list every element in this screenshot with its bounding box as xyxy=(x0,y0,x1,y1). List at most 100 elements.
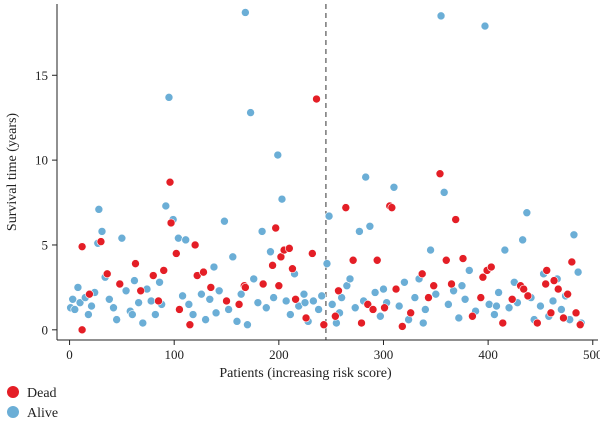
point-dead xyxy=(199,267,208,277)
point-dead xyxy=(258,279,268,289)
point-dead xyxy=(553,284,563,294)
point-dead xyxy=(476,293,486,302)
point-dead xyxy=(486,262,496,272)
legend-label-alive: Alive xyxy=(27,406,58,421)
point-dead xyxy=(567,257,577,267)
point-dead xyxy=(441,255,451,265)
point-alive xyxy=(277,194,287,204)
point-dead xyxy=(458,254,468,263)
point-alive xyxy=(400,278,409,287)
point-alive xyxy=(243,320,252,330)
point-dead xyxy=(468,311,477,321)
point-alive xyxy=(464,266,474,275)
point-alive xyxy=(94,205,104,214)
point-alive xyxy=(130,276,139,285)
point-alive xyxy=(281,296,291,306)
point-alive xyxy=(211,308,221,318)
point-dead xyxy=(175,305,184,314)
point-dead xyxy=(357,318,366,328)
point-alive xyxy=(181,235,191,245)
point-alive xyxy=(257,227,267,236)
point-alive xyxy=(87,301,96,311)
point-dead xyxy=(406,308,415,318)
point-alive xyxy=(109,303,118,313)
point-dead xyxy=(507,294,517,304)
legend-label-dead: Dead xyxy=(27,386,57,401)
point-alive xyxy=(439,188,449,197)
x-tick-label: 0 xyxy=(66,347,73,362)
point-alive xyxy=(68,294,77,304)
point-alive xyxy=(146,296,156,306)
point-alive xyxy=(188,310,198,319)
point-dead xyxy=(451,215,460,224)
point-dead xyxy=(206,283,216,292)
y-tick-label: 10 xyxy=(35,153,48,168)
point-alive xyxy=(236,289,246,299)
point-alive xyxy=(421,305,430,314)
point-alive xyxy=(209,262,219,272)
point-dead xyxy=(363,300,373,309)
point-alive xyxy=(228,252,238,262)
point-alive xyxy=(324,211,334,221)
point-alive xyxy=(286,310,295,319)
point-alive xyxy=(151,310,160,319)
point-alive xyxy=(355,227,364,236)
legend-marker-alive xyxy=(7,406,19,418)
point-alive xyxy=(75,298,85,307)
point-dead xyxy=(424,293,433,302)
y-tick-label: 5 xyxy=(42,237,49,252)
point-alive xyxy=(376,311,385,321)
point-dead xyxy=(478,272,488,282)
point-alive xyxy=(536,301,545,311)
point-alive xyxy=(117,233,127,243)
point-dead xyxy=(575,320,585,330)
point-dead xyxy=(102,269,112,279)
point-alive xyxy=(444,300,453,309)
point-dead xyxy=(291,294,300,304)
point-alive xyxy=(309,296,318,306)
point-dead xyxy=(533,318,542,328)
point-dead xyxy=(523,291,533,301)
point-dead xyxy=(546,308,556,318)
point-dead xyxy=(285,244,294,253)
point-dead xyxy=(159,266,169,275)
point-alive xyxy=(494,288,503,297)
point-dead xyxy=(348,255,358,265)
point-alive xyxy=(269,293,278,302)
point-dead xyxy=(391,284,401,294)
x-tick-label: 200 xyxy=(269,347,289,362)
point-dead xyxy=(85,289,94,299)
point-alive xyxy=(317,291,327,301)
y-ticks: 0 5 10 15 xyxy=(35,68,57,337)
x-tick-label: 100 xyxy=(164,347,184,362)
point-alive xyxy=(327,300,337,309)
point-alive xyxy=(361,172,370,182)
point-alive xyxy=(197,289,206,299)
point-alive xyxy=(314,305,323,314)
point-dead xyxy=(241,283,250,292)
point-alive xyxy=(220,216,229,226)
point-dead xyxy=(131,259,140,268)
point-alive xyxy=(490,310,499,319)
x-tick-label: 400 xyxy=(478,347,498,362)
point-alive xyxy=(426,245,435,255)
point-dead xyxy=(185,320,195,330)
point-alive xyxy=(418,318,428,328)
series-alive xyxy=(66,8,586,330)
point-alive xyxy=(345,274,355,284)
point-alive xyxy=(246,108,255,117)
point-dead xyxy=(301,313,311,323)
point-alive xyxy=(112,315,121,324)
point-alive xyxy=(389,182,399,192)
point-alive xyxy=(365,222,375,231)
point-alive xyxy=(350,303,360,313)
point-dead xyxy=(368,305,378,314)
point-alive xyxy=(379,284,388,294)
point-alive xyxy=(504,303,514,313)
point-alive xyxy=(121,286,131,296)
x-tick-label: 300 xyxy=(374,347,394,362)
point-dead xyxy=(190,240,200,250)
point-dead xyxy=(154,296,163,306)
point-dead xyxy=(165,177,175,187)
